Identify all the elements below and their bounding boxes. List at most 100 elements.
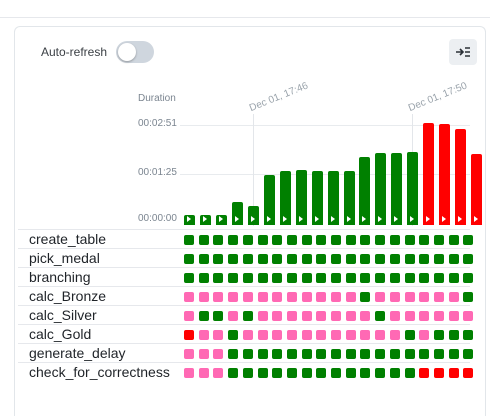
task-instance-cell[interactable] (405, 311, 415, 321)
task-instance-cell[interactable] (405, 254, 415, 264)
task-name[interactable]: pick_medal (29, 250, 100, 266)
task-instance-cell[interactable] (213, 235, 223, 245)
duration-bar[interactable] (423, 123, 434, 225)
task-instance-cell[interactable] (272, 368, 282, 378)
task-instance-cell[interactable] (434, 330, 444, 340)
task-instance-cell[interactable] (375, 235, 385, 245)
task-instance-cell[interactable] (405, 330, 415, 340)
task-instance-cell[interactable] (302, 311, 312, 321)
task-instance-cell[interactable] (346, 368, 356, 378)
task-instance-cell[interactable] (360, 292, 370, 302)
task-name[interactable]: calc_Silver (29, 307, 97, 323)
task-instance-cell[interactable] (449, 368, 459, 378)
task-instance-cell[interactable] (346, 235, 356, 245)
task-instance-cell[interactable] (390, 273, 400, 283)
duration-bar[interactable] (200, 215, 211, 225)
task-instance-cell[interactable] (331, 235, 341, 245)
task-instance-cell[interactable] (243, 235, 253, 245)
task-instance-cell[interactable] (419, 292, 429, 302)
task-instance-cell[interactable] (346, 254, 356, 264)
task-instance-cell[interactable] (434, 292, 444, 302)
task-instance-cell[interactable] (316, 368, 326, 378)
task-instance-cell[interactable] (375, 349, 385, 359)
task-instance-cell[interactable] (434, 273, 444, 283)
task-instance-cell[interactable] (184, 235, 194, 245)
task-instance-cell[interactable] (272, 330, 282, 340)
task-instance-cell[interactable] (258, 273, 268, 283)
task-instance-cell[interactable] (258, 368, 268, 378)
task-name[interactable]: branching (29, 269, 91, 285)
task-instance-cell[interactable] (316, 330, 326, 340)
task-instance-cell[interactable] (316, 273, 326, 283)
task-instance-cell[interactable] (405, 349, 415, 359)
task-instance-cell[interactable] (360, 311, 370, 321)
duration-bar[interactable] (391, 153, 402, 225)
task-instance-cell[interactable] (360, 368, 370, 378)
task-instance-cell[interactable] (449, 235, 459, 245)
task-instance-cell[interactable] (287, 368, 297, 378)
task-instance-cell[interactable] (199, 292, 209, 302)
task-instance-cell[interactable] (360, 273, 370, 283)
task-instance-cell[interactable] (228, 349, 238, 359)
task-instance-cell[interactable] (331, 292, 341, 302)
task-instance-cell[interactable] (346, 349, 356, 359)
task-instance-cell[interactable] (463, 254, 473, 264)
task-instance-cell[interactable] (302, 235, 312, 245)
task-instance-cell[interactable] (258, 254, 268, 264)
task-instance-cell[interactable] (360, 330, 370, 340)
task-instance-cell[interactable] (287, 311, 297, 321)
task-instance-cell[interactable] (419, 349, 429, 359)
task-instance-cell[interactable] (258, 292, 268, 302)
task-instance-cell[interactable] (419, 311, 429, 321)
task-instance-cell[interactable] (449, 292, 459, 302)
task-instance-cell[interactable] (258, 349, 268, 359)
task-instance-cell[interactable] (449, 330, 459, 340)
autorefresh-toggle[interactable] (116, 41, 154, 63)
task-instance-cell[interactable] (184, 349, 194, 359)
task-instance-cell[interactable] (463, 292, 473, 302)
task-instance-cell[interactable] (272, 292, 282, 302)
task-instance-cell[interactable] (243, 311, 253, 321)
task-instance-cell[interactable] (434, 235, 444, 245)
duration-bar[interactable] (312, 171, 323, 225)
task-instance-cell[interactable] (287, 254, 297, 264)
duration-bar[interactable] (455, 129, 466, 225)
task-instance-cell[interactable] (390, 330, 400, 340)
task-instance-cell[interactable] (360, 254, 370, 264)
task-instance-cell[interactable] (213, 292, 223, 302)
task-instance-cell[interactable] (375, 292, 385, 302)
task-instance-cell[interactable] (302, 349, 312, 359)
task-instance-cell[interactable] (199, 273, 209, 283)
task-instance-cell[interactable] (272, 235, 282, 245)
task-instance-cell[interactable] (463, 330, 473, 340)
task-instance-cell[interactable] (405, 292, 415, 302)
task-instance-cell[interactable] (463, 235, 473, 245)
duration-bar[interactable] (344, 171, 355, 225)
task-instance-cell[interactable] (375, 273, 385, 283)
task-instance-cell[interactable] (243, 292, 253, 302)
task-instance-cell[interactable] (419, 273, 429, 283)
task-instance-cell[interactable] (346, 330, 356, 340)
task-instance-cell[interactable] (302, 330, 312, 340)
task-instance-cell[interactable] (390, 368, 400, 378)
task-instance-cell[interactable] (419, 235, 429, 245)
task-instance-cell[interactable] (360, 235, 370, 245)
expand-button[interactable] (449, 39, 477, 65)
task-instance-cell[interactable] (287, 349, 297, 359)
task-instance-cell[interactable] (199, 235, 209, 245)
task-instance-cell[interactable] (405, 273, 415, 283)
duration-bar[interactable] (296, 170, 307, 225)
task-instance-cell[interactable] (434, 349, 444, 359)
task-instance-cell[interactable] (449, 311, 459, 321)
task-instance-cell[interactable] (463, 368, 473, 378)
task-instance-cell[interactable] (346, 311, 356, 321)
task-instance-cell[interactable] (184, 292, 194, 302)
duration-bar[interactable] (375, 153, 386, 225)
task-instance-cell[interactable] (390, 292, 400, 302)
task-instance-cell[interactable] (449, 254, 459, 264)
task-instance-cell[interactable] (390, 349, 400, 359)
task-instance-cell[interactable] (213, 349, 223, 359)
page-scrollbar[interactable] (490, 0, 498, 415)
task-instance-cell[interactable] (316, 254, 326, 264)
task-instance-cell[interactable] (213, 311, 223, 321)
